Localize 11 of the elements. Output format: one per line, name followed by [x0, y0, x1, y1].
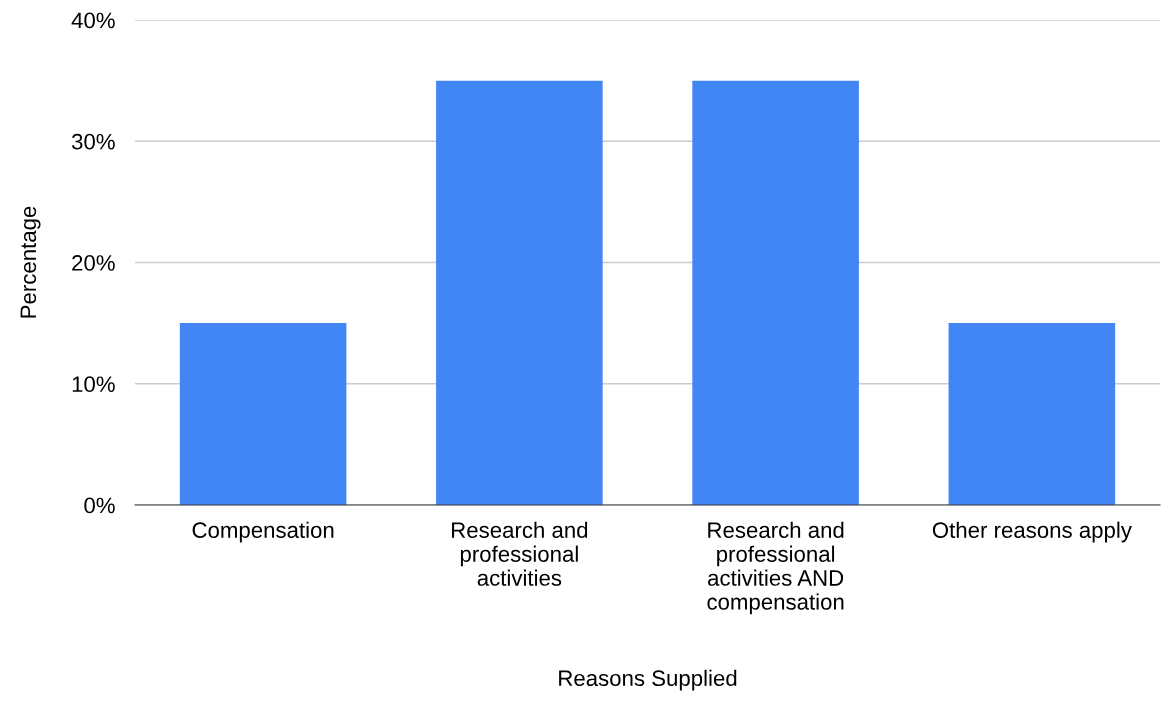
y-tick-label: 10% [72, 376, 115, 393]
x-tick-label: Compensation [192, 521, 334, 543]
x-axis-title: Reasons Supplied [559, 669, 737, 691]
x-tick-label: Other reasons apply [932, 521, 1132, 543]
y-tick-label: 30% [71, 133, 115, 150]
y-tick-label: 40% [71, 12, 115, 29]
y-tick-label: 20% [72, 255, 115, 271]
y-axis-title: Percentage [20, 206, 41, 318]
x-tick-label: Research and professional activities [452, 521, 588, 586]
y-tick-label: 0% [84, 497, 115, 514]
x-tick-label: Research and professional activities AND compensation [707, 521, 844, 615]
